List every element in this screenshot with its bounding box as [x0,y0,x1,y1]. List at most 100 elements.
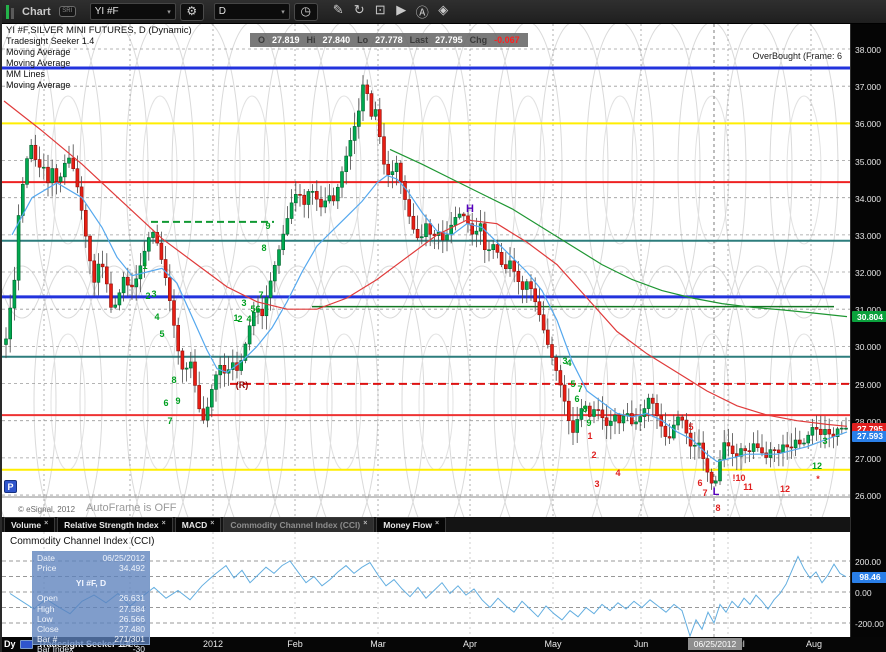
tooltip-watermark: YI #F, D [75,578,107,589]
tooltip-value: 26.631 [119,593,145,604]
tab-close-icon[interactable]: × [161,519,166,527]
chevron-down-icon: ▾ [281,8,285,16]
price-tick-label: 29.000 [855,379,881,390]
dynamic-timeframe-label[interactable]: Dy [4,639,16,649]
tab-label: Commodity Channel Index (CCI) [230,520,361,530]
tab-commodity-channel-index-cci-[interactable]: Commodity Channel Index (CCI) × [223,517,375,532]
svg-text:(R): (R) [236,380,249,390]
interval-value: D [218,6,226,17]
svg-text:H: H [466,203,474,215]
tooltip-label: Bar Index [37,644,74,652]
price-tick-label: 37.000 [855,82,881,93]
legend-line: Tradesight Seeker 1.4 [6,36,95,46]
symbol-combo[interactable]: YI #F ▾ [89,3,176,20]
eraser-icon[interactable]: ◈ [438,2,449,17]
svg-text:!10: !10 [732,473,745,483]
svg-text:6: 6 [163,398,168,408]
tab-volume[interactable]: Volume × [4,517,56,532]
svg-text:6: 6 [255,304,260,314]
tab-money-flow[interactable]: Money Flow × [376,517,447,532]
tooltip-label: Date [37,553,55,563]
svg-text:5: 5 [570,379,575,389]
ohlc-field-label: Hi [306,35,316,45]
tab-close-icon[interactable]: × [363,519,368,527]
indicator-tabbar: Volume × Relative Strength Index × MACD × Comm… [2,517,850,532]
cci-pane-title: Commodity Channel Index (CCI) [10,536,155,547]
tooltip-value: 26.566 [119,613,145,624]
svg-text:6: 6 [697,478,702,488]
svg-text:3: 3 [562,356,567,366]
price-tick-label: 28.000 [855,416,881,427]
copyright-label: © eSignal, 2012 [18,505,76,514]
price-tick-label: 32.000 [855,268,881,279]
mm-level-lines [2,66,850,471]
tab-relative-strength-index[interactable]: Relative Strength Index × [57,517,173,532]
tab-close-icon[interactable]: × [434,519,440,527]
month-label: Aug [805,639,823,649]
svg-text:9: 9 [175,396,180,406]
ohlc-field-value: -0.067 [494,35,520,45]
svg-text:2: 2 [145,291,150,301]
time-template-button[interactable]: ◷ [293,2,318,21]
price-tick-label: 33.000 [855,230,881,241]
price-badge: 30.804 [852,311,886,323]
ohlc-field-label: O [258,35,266,45]
svg-text:8: 8 [582,404,587,414]
ma-slow-green [389,148,848,318]
svg-text:8: 8 [261,243,266,253]
price-axis[interactable]: 38.000 37.000 36.000 35.000 34.000 33.000 32.0… [850,24,886,637]
play-icon[interactable]: ▶ [396,2,407,17]
tooltip-value: 27.480 [119,623,145,634]
svg-text:11: 11 [743,482,753,492]
tooltip-label: Price [37,563,57,574]
ohlc-field-label: Chg [469,35,488,45]
svg-text:1: 1 [587,431,592,441]
bar-data-tooltip: Date 06/25/2012 Price 34.492 YI #F, D Open 26.… [32,551,150,652]
tooltip-value: 34.492 [119,563,145,574]
symbol-settings-button[interactable]: ⚙ [179,2,204,21]
svg-text:L: L [713,486,720,498]
page-marker-badge[interactable]: P [4,480,17,493]
pencil-icon[interactable]: ✎ [332,2,344,17]
legend-line: Moving Average [6,58,71,68]
price-tick-label: 34.000 [855,193,881,204]
tooltip-value: 06/25/2012 [102,553,145,563]
tab-label: Money Flow [383,520,432,530]
cci-line [9,555,847,637]
tooltip-label: Close [37,623,59,634]
cci-tick-label: -200.00 [855,619,884,629]
auto-icon[interactable]: Ⓐ [415,5,429,20]
refresh-icon[interactable]: ↻ [353,2,365,17]
month-label: May [544,639,562,649]
tab-close-icon[interactable]: × [44,519,49,527]
candles [4,75,848,490]
svg-text:1: 1 [233,313,238,323]
price-tick-label: 30.000 [855,342,881,353]
ma-fast-blue [11,174,848,463]
svg-text:7: 7 [167,416,172,426]
svg-text:9: 9 [265,221,270,231]
link-badge[interactable]: SRI [58,6,76,17]
price-badge: 27.593 [852,430,886,442]
svg-text:3: 3 [151,289,156,299]
svg-text:3: 3 [822,436,827,446]
ohlc-field-label: Last [409,35,429,45]
ohlc-field-label: Lo [357,35,369,45]
tooltip-label: Bar # [37,634,58,645]
toolbar: Chart SRI YI #F ▾ ⚙ D ▾ ◷ ✎ ↻ ⊡ ▶ Ⓐ ◈ [2,0,886,24]
quote-box-icon[interactable]: ⊡ [374,2,386,17]
ohlc-field-value: 27.778 [375,35,403,45]
svg-text:7: 7 [258,290,263,300]
tab-macd[interactable]: MACD × [174,517,222,532]
interval-combo[interactable]: D ▾ [213,3,290,20]
tab-close-icon[interactable]: × [210,519,215,527]
svg-text:4: 4 [566,358,571,368]
crosshair-date-label: 06/25/2012 [688,638,742,650]
month-label: 2012 [202,639,224,649]
svg-text:2: 2 [591,450,596,460]
svg-text:7: 7 [577,384,582,394]
price-tick-label: 26.000 [855,491,881,502]
svg-text:9: 9 [586,418,591,428]
svg-text:4: 4 [615,468,620,478]
